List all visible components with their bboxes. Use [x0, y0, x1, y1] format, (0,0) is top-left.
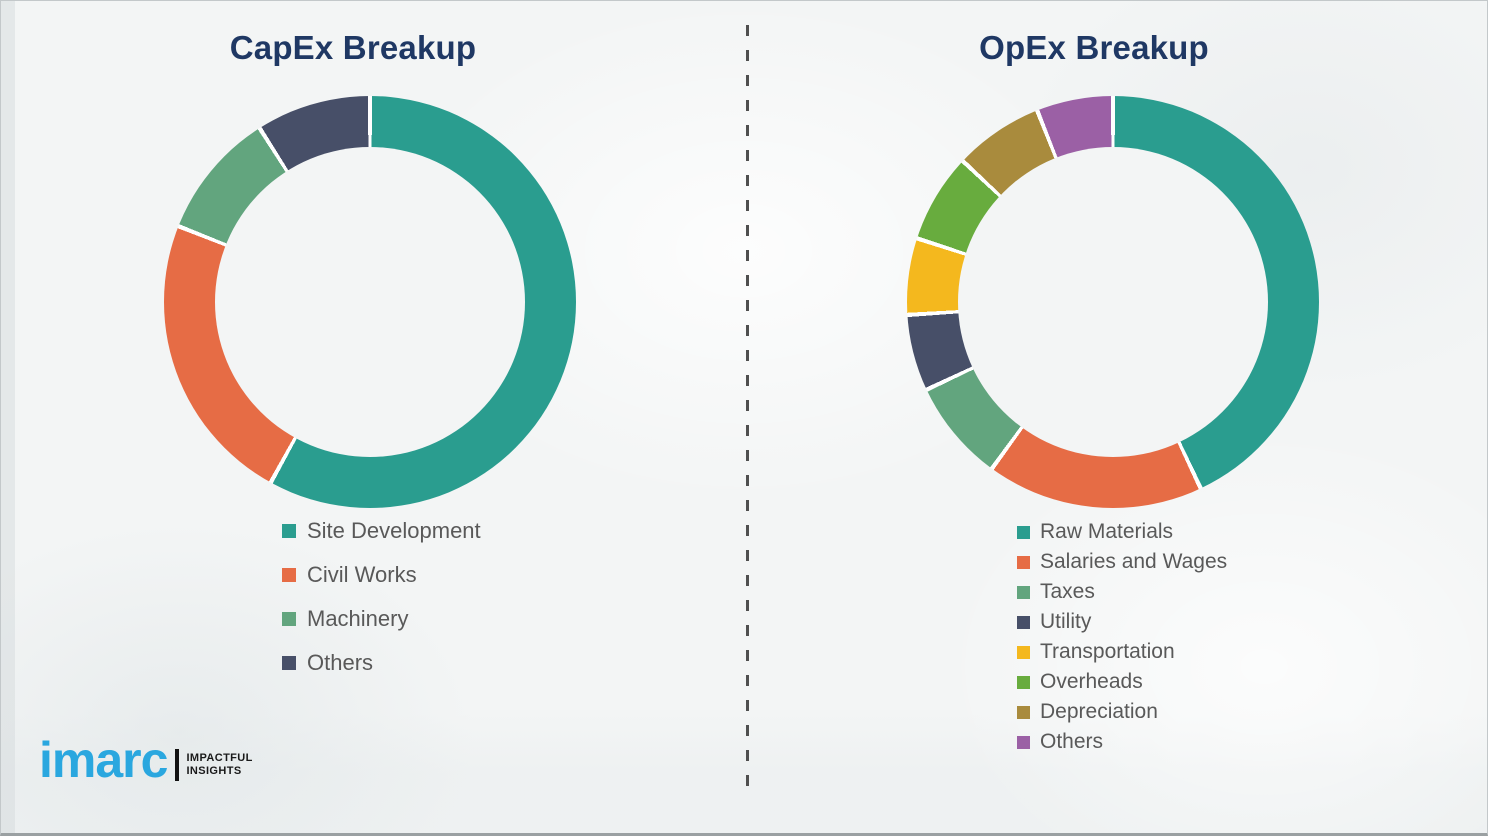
- legend-item-capex-others: Others: [282, 641, 481, 685]
- legend-item-transportation: Transportation: [1017, 637, 1227, 667]
- dashed-divider-line: [746, 25, 749, 791]
- legend-swatch-overheads: [1017, 675, 1030, 689]
- legend-swatch-taxes: [1017, 585, 1030, 599]
- legend-item-civil-works: Civil Works: [282, 553, 481, 597]
- capex-chart-title: CapEx Breakup: [229, 29, 477, 66]
- legend-label-transportation: Transportation: [1040, 640, 1175, 663]
- legend-item-raw-materials: Raw Materials: [1017, 517, 1227, 547]
- legend-swatch-civil-works: [282, 568, 296, 582]
- legend-label-civil-works: Civil Works: [307, 562, 417, 587]
- legend-item-depreciation: Depreciation: [1017, 697, 1227, 727]
- legend-item-utility: Utility: [1017, 607, 1227, 637]
- legend-swatch-utility: [1017, 615, 1030, 629]
- opex-legend: Raw Materials Salaries and Wages Taxes U…: [1017, 517, 1227, 757]
- legend-item-machinery: Machinery: [282, 597, 481, 641]
- legend-swatch-machinery: [282, 612, 296, 626]
- legend-label-depreciation: Depreciation: [1040, 700, 1158, 723]
- opex-chart-title: OpEx Breakup: [979, 29, 1209, 66]
- legend-swatch-site-development: [282, 524, 296, 538]
- legend-swatch-transportation: [1017, 645, 1030, 659]
- legend-swatch-raw-materials: [1017, 525, 1030, 539]
- imarc-logo: imarc IMPACTFUL INSIGHTS: [39, 735, 253, 785]
- legend-swatch-salaries-and-wages: [1017, 555, 1030, 569]
- legend-item-overheads: Overheads: [1017, 667, 1227, 697]
- imarc-tagline-line1: IMPACTFUL: [186, 752, 253, 764]
- legend-label-salaries-and-wages: Salaries and Wages: [1040, 550, 1228, 573]
- legend-label-utility: Utility: [1040, 610, 1092, 633]
- legend-item-site-development: Site Development: [282, 509, 481, 553]
- legend-label-capex-others: Others: [307, 650, 374, 675]
- capex-legend: Site Development Civil Works Machinery O…: [282, 509, 481, 685]
- imarc-logo-divider-bar: [175, 749, 180, 781]
- opex-donut-chart: [907, 96, 1319, 508]
- legend-label-raw-materials: Raw Materials: [1040, 520, 1174, 543]
- imarc-tagline-line2: INSIGHTS: [186, 765, 242, 777]
- legend-label-machinery: Machinery: [307, 606, 409, 631]
- legend-item-opex-others: Others: [1017, 727, 1227, 757]
- opex-panel: OpEx Breakup Raw Materials Salaries and …: [745, 1, 1487, 833]
- legend-label-overheads: Overheads: [1040, 670, 1143, 693]
- legend-label-opex-others: Others: [1040, 730, 1104, 753]
- imarc-logo-tagline: IMPACTFUL INSIGHTS: [186, 752, 252, 778]
- legend-swatch-depreciation: [1017, 705, 1030, 719]
- legend-label-site-development: Site Development: [307, 518, 481, 543]
- legend-swatch-opex-others: [1017, 735, 1030, 749]
- capex-donut-chart: [164, 96, 576, 508]
- legend-item-taxes: Taxes: [1017, 577, 1227, 607]
- capex-panel: CapEx Breakup Site Development Civil Wor…: [1, 1, 745, 833]
- legend-item-salaries-and-wages: Salaries and Wages: [1017, 547, 1227, 577]
- legend-label-taxes: Taxes: [1040, 580, 1095, 603]
- imarc-logo-text: imarc: [39, 732, 168, 788]
- legend-swatch-capex-others: [282, 656, 296, 670]
